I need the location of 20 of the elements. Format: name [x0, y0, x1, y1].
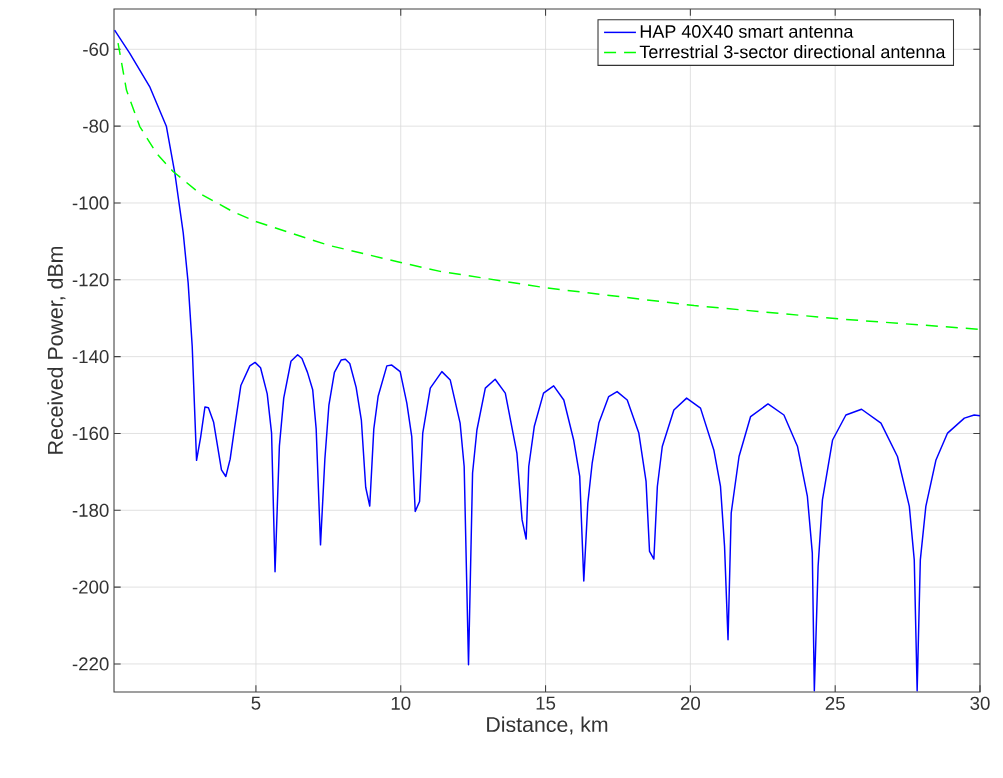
y-axis-title: Received Power, dBm — [47, 247, 66, 454]
x-tick-label: 5 — [251, 696, 261, 710]
legend-label: Terrestrial 3-sector directional antenna — [639, 45, 946, 59]
y-tick-label: -140 — [72, 350, 109, 364]
y-tick-label: -60 — [83, 42, 109, 56]
x-tick-label: 25 — [825, 696, 845, 710]
y-tick-label: -220 — [72, 657, 109, 671]
line-series — [117, 42, 980, 331]
y-tick-label: -100 — [72, 196, 109, 210]
y-tick-label: -180 — [72, 503, 109, 517]
y-tick-label: -120 — [72, 273, 109, 287]
legend-label: HAP 40X40 smart antenna — [640, 25, 854, 38]
x-tick-label: 10 — [391, 696, 411, 710]
x-axis-title: Distance, km — [487, 716, 608, 735]
x-tick-label: 30 — [970, 696, 990, 710]
y-tick-label: -200 — [72, 580, 109, 594]
x-tick-label: 15 — [536, 696, 556, 710]
y-tick-label: -160 — [72, 426, 109, 441]
y-tick-label: -80 — [83, 119, 109, 133]
x-tick-label: 20 — [680, 696, 701, 710]
